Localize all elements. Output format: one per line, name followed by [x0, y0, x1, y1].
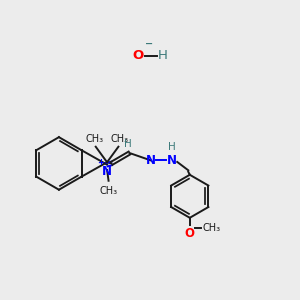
Text: N: N — [146, 154, 156, 167]
Text: −: − — [145, 38, 153, 49]
Text: CH₃: CH₃ — [202, 223, 220, 233]
Text: N: N — [167, 154, 177, 167]
Text: H: H — [158, 50, 167, 62]
Text: CH₃: CH₃ — [100, 185, 118, 196]
Text: H: H — [168, 142, 176, 152]
Text: N: N — [102, 165, 112, 178]
Text: H: H — [124, 139, 132, 148]
Text: O: O — [132, 50, 144, 62]
Text: CH₃: CH₃ — [85, 134, 103, 144]
Text: +: + — [97, 158, 104, 167]
Text: CH₃: CH₃ — [111, 134, 129, 144]
Text: O: O — [185, 227, 195, 240]
